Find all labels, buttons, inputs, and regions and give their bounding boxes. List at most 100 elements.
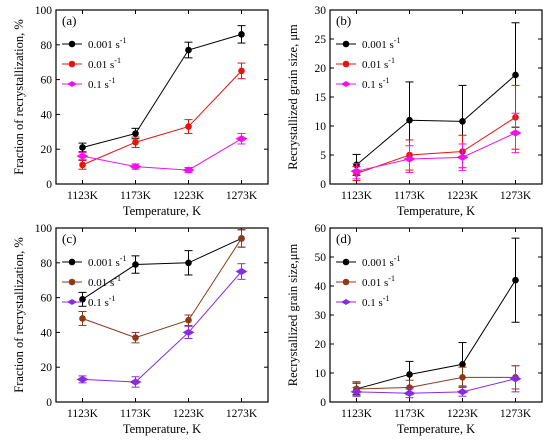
x-tick-label: 1223K (447, 190, 479, 202)
data-point (459, 374, 466, 381)
y-tick-label: 5 (320, 150, 326, 162)
data-point (185, 123, 192, 130)
chart-panel-4: 0 10 20 30 40 50 60 1123K 1173K 1223K 1273K Tempera… (286, 223, 543, 436)
y-tick-label: 20 (41, 144, 53, 156)
y-tick-label: 100 (35, 5, 53, 17)
y-tick-label: 25 (315, 34, 327, 46)
legend-marker (341, 81, 351, 87)
y-tick-label: 60 (41, 75, 53, 87)
legend-label: 0.001 s-1 (88, 36, 126, 51)
legend-label-text: 0.01 s (362, 277, 388, 289)
legend-label-superscript: -1 (394, 36, 401, 45)
series-line (82, 138, 242, 171)
legend-marker (68, 258, 76, 266)
x-axis-title: Temperature, K (397, 422, 475, 436)
legend-label: 0.01 s-1 (362, 56, 395, 71)
y-tick-label: 20 (315, 63, 327, 75)
y-tick-label: 0 (320, 397, 326, 409)
panel-label: (b) (336, 13, 351, 28)
legend-label-text: 0.1 s (88, 297, 109, 309)
series-1 (78, 25, 246, 153)
data-point (235, 267, 248, 276)
x-tick-label: 1123K (67, 408, 99, 420)
legend-label: 0.1 s-1 (88, 294, 115, 309)
series-2 (78, 62, 246, 170)
series-line (82, 271, 242, 383)
y-tick-label: 100 (35, 223, 53, 235)
data-point (76, 152, 89, 160)
series-2 (352, 365, 520, 397)
data-point (238, 67, 245, 75)
x-tick-label: 1123K (341, 408, 373, 420)
series-2 (78, 229, 246, 344)
legend-label-text: 0.001 s (362, 257, 394, 269)
legend-label-text: 0.1 s (362, 297, 383, 309)
y-tick-label: 60 (315, 223, 327, 235)
data-point (185, 46, 192, 54)
legend-label-text: 0.001 s (362, 39, 394, 51)
plot-frame (55, 227, 269, 403)
data-point (509, 129, 522, 137)
y-tick-label: 0 (46, 179, 52, 191)
y-tick-label: 15 (315, 92, 327, 104)
y-tick-label: 40 (41, 109, 53, 121)
legend-label: 0.1 s-1 (362, 76, 389, 91)
panel-label: (d) (336, 231, 351, 246)
legend-marker (342, 258, 350, 266)
legend-label-text: 0.01 s (88, 59, 114, 71)
legend-label: 0.1 s-1 (362, 294, 389, 309)
data-point (456, 153, 469, 161)
series-line (356, 132, 516, 172)
data-point (79, 296, 86, 303)
y-tick-label: 80 (41, 258, 53, 270)
legend-label-superscript: -1 (114, 56, 121, 65)
x-tick-label: 1123K (67, 190, 99, 202)
series-line (356, 376, 516, 390)
data-point (76, 375, 89, 383)
legend-label: 0.01 s-1 (88, 274, 121, 289)
plot-frame (55, 9, 269, 185)
data-point (185, 316, 192, 324)
legend: 0.001 s-1 0.01 s-1 0.1 s-1 (62, 36, 126, 91)
x-tick-label: 1223K (173, 190, 205, 202)
series-line (356, 279, 516, 390)
data-point (403, 389, 416, 397)
y-tick-label: 30 (315, 5, 327, 17)
data-point (403, 155, 416, 163)
legend-marker (67, 299, 77, 305)
data-point (79, 144, 86, 151)
legend-label-superscript: -1 (394, 254, 401, 263)
y-tick-label: 20 (41, 362, 53, 374)
data-point (459, 118, 466, 125)
legend-label-text: 0.01 s (362, 59, 388, 71)
legend-label: 0.01 s-1 (362, 274, 395, 289)
y-tick-label: 0 (320, 179, 326, 191)
data-point (512, 71, 519, 79)
legend-label-superscript: -1 (383, 294, 390, 303)
y-tick-label: 40 (41, 327, 53, 339)
legend-label-superscript: -1 (120, 254, 127, 263)
y-tick-label: 20 (315, 339, 327, 351)
legend-label-superscript: -1 (388, 56, 395, 65)
y-axis-title: Fraction of recrystallization, % (12, 19, 26, 175)
data-point (238, 235, 245, 242)
x-axis-title: Temperature, K (123, 422, 201, 436)
x-tick-label: 1123K (341, 190, 373, 202)
data-point (182, 166, 195, 174)
data-point (406, 371, 413, 378)
series-line (356, 74, 516, 166)
legend-label: 0.1 s-1 (88, 76, 115, 91)
series-line (82, 237, 242, 300)
series-3 (350, 365, 522, 399)
legend: 0.001 s-10.01 s-10.1 s-1 (336, 36, 400, 91)
series-3 (76, 263, 248, 388)
legend-marker (67, 81, 77, 87)
data-point (79, 315, 86, 322)
data-point (512, 276, 519, 284)
x-tick-label: 1173K (394, 408, 426, 420)
legend-label-superscript: -1 (383, 76, 390, 85)
data-point (235, 135, 248, 143)
series-3 (76, 133, 248, 174)
chart-panel-3: 0 20 40 60 80 100 1123K 1173K 1223K 1273K Temperat… (12, 223, 269, 436)
